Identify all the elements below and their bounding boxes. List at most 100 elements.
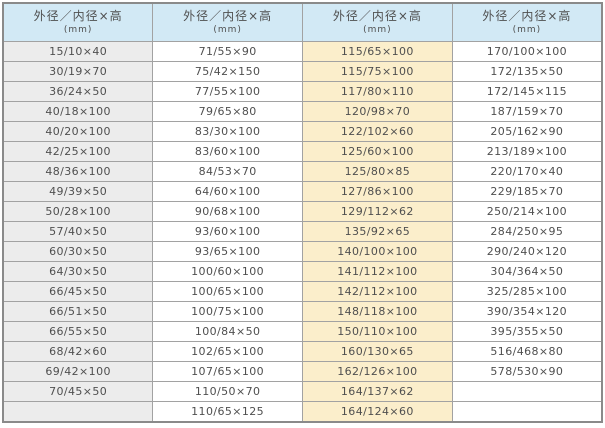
column-header-title: 外径／内径×高: [482, 9, 572, 23]
size-cell: 102/65×100: [152, 341, 303, 362]
size-cell: 15/10×40: [2, 41, 154, 62]
column-header-title: 外径／内径×高: [183, 9, 273, 23]
column-header-3: 外径／内径×高 (mm): [302, 2, 453, 42]
size-cell: 40/18×100: [2, 101, 154, 122]
size-cell: 229/185×70: [451, 181, 603, 202]
size-cell: 40/20×100: [2, 121, 154, 142]
size-cell: 79/65×80: [152, 101, 303, 122]
column-header-unit: (mm): [512, 25, 542, 35]
table-row: 15/10×40 71/55×90 115/65×100 170/100×100: [2, 41, 603, 62]
table-row: 64/30×50 100/60×100 141/112×100 304/364×50: [2, 261, 603, 282]
size-cell: 60/30×50: [2, 241, 154, 262]
size-cell: 129/112×62: [302, 201, 453, 222]
size-cell: 172/135×50: [451, 61, 603, 82]
table-row: 30/19×70 75/42×150 115/75×100 172/135×50: [2, 61, 603, 82]
size-cell: 75/42×150: [152, 61, 303, 82]
size-table-body: 15/10×40 71/55×90 115/65×100 170/100×100 30/…: [2, 41, 603, 423]
table-row: 40/20×100 83/30×100 122/102×60 205/162×90: [2, 121, 603, 142]
size-cell: 160/130×65: [302, 341, 453, 362]
table-row: 68/42×60 102/65×100 160/130×65 516/468×80: [2, 341, 603, 362]
size-cell: 93/65×100: [152, 241, 303, 262]
column-header-unit: (mm): [213, 25, 242, 35]
size-cell: 93/60×100: [152, 221, 303, 242]
size-cell: 142/112×100: [302, 281, 453, 302]
size-cell: 390/354×120: [451, 301, 603, 322]
size-cell: 83/60×100: [152, 141, 303, 162]
size-cell: 187/159×70: [451, 101, 603, 122]
size-cell: [451, 401, 603, 423]
size-cell: 250/214×100: [451, 201, 603, 222]
size-cell: [2, 401, 154, 423]
size-cell: 100/84×50: [152, 321, 303, 342]
table-row: 60/30×50 93/65×100 140/100×100 290/240×120: [2, 241, 603, 262]
size-cell: 127/86×100: [302, 181, 453, 202]
table-row: 50/28×100 90/68×100 129/112×62 250/214×100: [2, 201, 603, 222]
table-row: 110/65×125 164/124×60: [2, 401, 603, 423]
table-row: 48/36×100 84/53×70 125/80×85 220/170×40: [2, 161, 603, 182]
size-cell: 84/53×70: [152, 161, 303, 182]
size-cell: 164/137×62: [302, 381, 453, 402]
size-cell: 107/65×100: [152, 361, 303, 382]
size-cell: 70/45×50: [2, 381, 154, 402]
size-cell: 100/75×100: [152, 301, 303, 322]
size-table: 外径／内径×高 (mm) 外径／内径×高 (mm) 外径／内径×高 (mm) 外…: [2, 2, 603, 423]
size-cell: 122/102×60: [302, 121, 453, 142]
size-cell: 36/24×50: [2, 81, 154, 102]
size-cell: 135/92×65: [302, 221, 453, 242]
size-cell: 172/145×115: [451, 81, 603, 102]
size-cell: 64/60×100: [152, 181, 303, 202]
size-cell: 57/40×50: [2, 221, 154, 242]
size-cell: 48/36×100: [2, 161, 154, 182]
size-cell: 90/68×100: [152, 201, 303, 222]
size-cell: 110/50×70: [152, 381, 303, 402]
size-cell: 110/65×125: [152, 401, 303, 423]
column-header-unit: (mm): [363, 25, 392, 35]
size-cell: 164/124×60: [302, 401, 453, 423]
size-cell: 125/60×100: [302, 141, 453, 162]
size-cell: 42/25×100: [2, 141, 154, 162]
table-row: 66/55×50 100/84×50 150/110×100 395/355×50: [2, 321, 603, 342]
size-cell: 71/55×90: [152, 41, 303, 62]
size-cell: 64/30×50: [2, 261, 154, 282]
column-header-unit: (mm): [63, 25, 93, 35]
size-cell: 66/45×50: [2, 281, 154, 302]
size-cell: 100/65×100: [152, 281, 303, 302]
size-table-header: 外径／内径×高 (mm) 外径／内径×高 (mm) 外径／内径×高 (mm) 外…: [2, 2, 603, 42]
size-cell: 162/126×100: [302, 361, 453, 382]
size-cell: 170/100×100: [451, 41, 603, 62]
table-row: 36/24×50 77/55×100 117/80×110 172/145×115: [2, 81, 603, 102]
column-header-title: 外径／内径×高: [33, 9, 123, 23]
size-cell: 140/100×100: [302, 241, 453, 262]
size-cell: 77/55×100: [152, 81, 303, 102]
size-cell: 115/75×100: [302, 61, 453, 82]
size-cell: 516/468×80: [451, 341, 603, 362]
column-header-1: 外径／内径×高 (mm): [2, 2, 154, 42]
size-cell: [451, 381, 603, 402]
size-cell: 66/51×50: [2, 301, 154, 322]
size-cell: 150/110×100: [302, 321, 453, 342]
table-row: 66/45×50 100/65×100 142/112×100 325/285×100: [2, 281, 603, 302]
size-cell: 120/98×70: [302, 101, 453, 122]
size-cell: 284/250×95: [451, 221, 603, 242]
size-cell: 68/42×60: [2, 341, 154, 362]
size-cell: 30/19×70: [2, 61, 154, 82]
header-row: 外径／内径×高 (mm) 外径／内径×高 (mm) 外径／内径×高 (mm) 外…: [2, 2, 603, 42]
table-row: 40/18×100 79/65×80 120/98×70 187/159×70: [2, 101, 603, 122]
table-row: 49/39×50 64/60×100 127/86×100 229/185×70: [2, 181, 603, 202]
size-cell: 49/39×50: [2, 181, 154, 202]
size-cell: 66/55×50: [2, 321, 154, 342]
table-row: 42/25×100 83/60×100 125/60×100 213/189×100: [2, 141, 603, 162]
size-cell: 395/355×50: [451, 321, 603, 342]
table-row: 57/40×50 93/60×100 135/92×65 284/250×95: [2, 221, 603, 242]
size-cell: 325/285×100: [451, 281, 603, 302]
size-cell: 100/60×100: [152, 261, 303, 282]
size-cell: 220/170×40: [451, 161, 603, 182]
table-row: 66/51×50 100/75×100 148/118×100 390/354×120: [2, 301, 603, 322]
size-cell: 148/118×100: [302, 301, 453, 322]
size-cell: 83/30×100: [152, 121, 303, 142]
size-cell: 205/162×90: [451, 121, 603, 142]
size-cell: 141/112×100: [302, 261, 453, 282]
size-cell: 578/530×90: [451, 361, 603, 382]
size-cell: 69/42×100: [2, 361, 154, 382]
column-header-2: 外径／内径×高 (mm): [152, 2, 303, 42]
